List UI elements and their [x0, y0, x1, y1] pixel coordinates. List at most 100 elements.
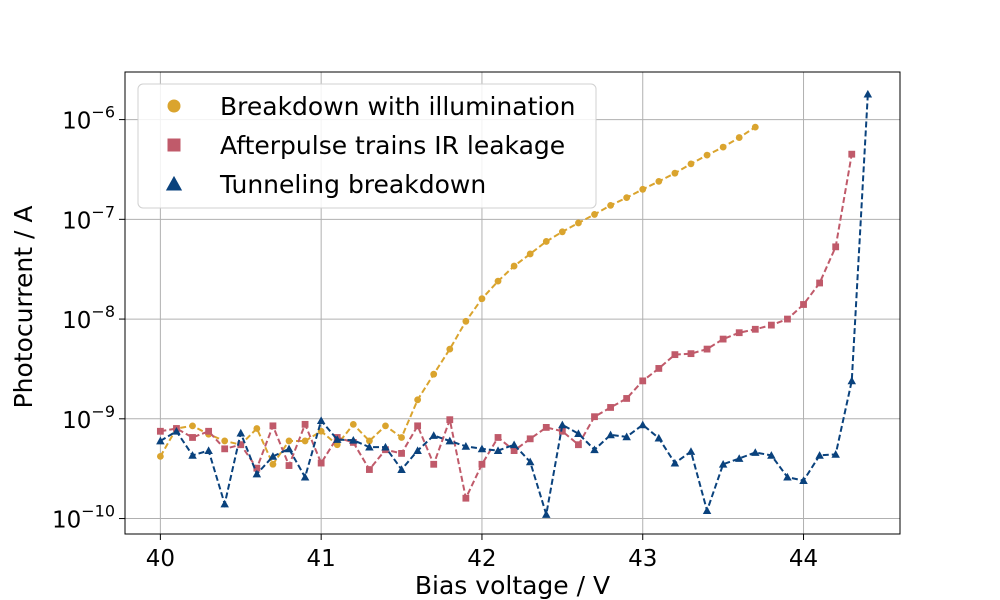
data-point [591, 211, 598, 218]
data-point [719, 335, 727, 343]
x-axis: 40 41 42 43 44 [146, 534, 818, 572]
y-tick-base: 10 [62, 408, 91, 434]
data-point [575, 219, 582, 227]
data-point [446, 416, 454, 424]
data-point [800, 301, 807, 308]
data-point [638, 420, 647, 429]
data-point [623, 194, 631, 202]
data-point [445, 436, 455, 445]
data-point [269, 422, 277, 430]
data-point [477, 444, 487, 453]
data-point [591, 413, 598, 421]
y-tick-base: 10 [52, 508, 81, 534]
data-point [430, 460, 438, 468]
y-tick-exponent: −8 [91, 302, 115, 321]
data-point [285, 462, 293, 469]
data-point [767, 321, 775, 329]
data-point [718, 460, 728, 468]
data-point [365, 437, 373, 445]
data-point [237, 441, 245, 449]
data-point [236, 428, 246, 437]
data-point [252, 469, 262, 478]
data-point [670, 458, 680, 467]
data-point [671, 351, 679, 359]
data-point [623, 395, 631, 402]
data-point [751, 448, 760, 456]
data-point [558, 228, 566, 236]
data-point [204, 446, 213, 455]
y-tick-exponent: −6 [91, 103, 115, 122]
data-point [735, 329, 743, 337]
data-point [156, 436, 165, 445]
data-point [188, 451, 197, 459]
legend-marker [167, 99, 181, 113]
data-point [398, 449, 405, 457]
y-tick-label: 10−7 [62, 202, 115, 234]
series-layer [156, 89, 873, 518]
data-point [414, 396, 422, 404]
data-point [671, 169, 679, 177]
y-tick-label: 10−6 [62, 103, 115, 135]
data-point [526, 435, 534, 443]
data-point [703, 345, 711, 353]
data-point [461, 442, 471, 450]
data-point [542, 238, 550, 245]
data-point [574, 429, 583, 438]
x-tick-label: 41 [307, 546, 336, 572]
data-point [590, 445, 599, 454]
x-axis-label: Bias voltage / V [415, 571, 610, 600]
y-tick-label: 10−9 [62, 402, 115, 434]
data-point [253, 464, 261, 472]
data-point [172, 427, 181, 435]
y-axis-label: Photocurrent / A [9, 206, 38, 409]
data-point [221, 437, 229, 445]
data-point [655, 178, 663, 185]
data-point [414, 422, 422, 430]
data-point [189, 422, 196, 430]
data-point [687, 350, 695, 358]
data-point [382, 422, 389, 430]
plot-frame [124, 71, 901, 535]
data-point [429, 431, 438, 439]
data-point [639, 377, 647, 385]
data-point [156, 427, 164, 435]
data-point [607, 201, 614, 209]
data-point [575, 441, 582, 449]
data-point [317, 459, 325, 467]
data-point [719, 143, 727, 151]
data-point [397, 465, 406, 473]
data-point [784, 315, 791, 323]
data-point [542, 424, 550, 431]
data-point [253, 425, 261, 432]
data-point [205, 427, 213, 435]
y-tick-base: 10 [62, 109, 91, 135]
legend-label: Afterpulse trains IR leakage [220, 131, 565, 160]
data-point [430, 370, 438, 378]
data-point [831, 450, 840, 458]
y-tick-label: 10−8 [62, 302, 115, 334]
data-point [767, 451, 776, 459]
data-point [832, 243, 840, 251]
x-tick-label: 42 [467, 546, 496, 572]
data-point [365, 466, 373, 473]
data-point [284, 444, 294, 453]
data-point [381, 442, 390, 451]
data-point [751, 325, 759, 333]
legend-item: Breakdown with illumination [167, 92, 575, 121]
data-point [349, 420, 357, 428]
series-line [159, 126, 756, 467]
data-point [332, 435, 342, 443]
data-point [799, 476, 808, 485]
data-point [510, 262, 518, 270]
data-point [269, 460, 277, 468]
data-point [478, 295, 486, 303]
data-point [285, 437, 293, 445]
data-point [493, 446, 503, 455]
data-point [863, 89, 873, 98]
legend: Breakdown with illumination Afterpulse tr… [137, 83, 597, 209]
y-tick-exponent: −10 [81, 502, 115, 521]
data-point [734, 454, 744, 462]
y-tick-exponent: −9 [91, 402, 115, 421]
data-point [301, 437, 309, 445]
data-point [365, 442, 374, 451]
